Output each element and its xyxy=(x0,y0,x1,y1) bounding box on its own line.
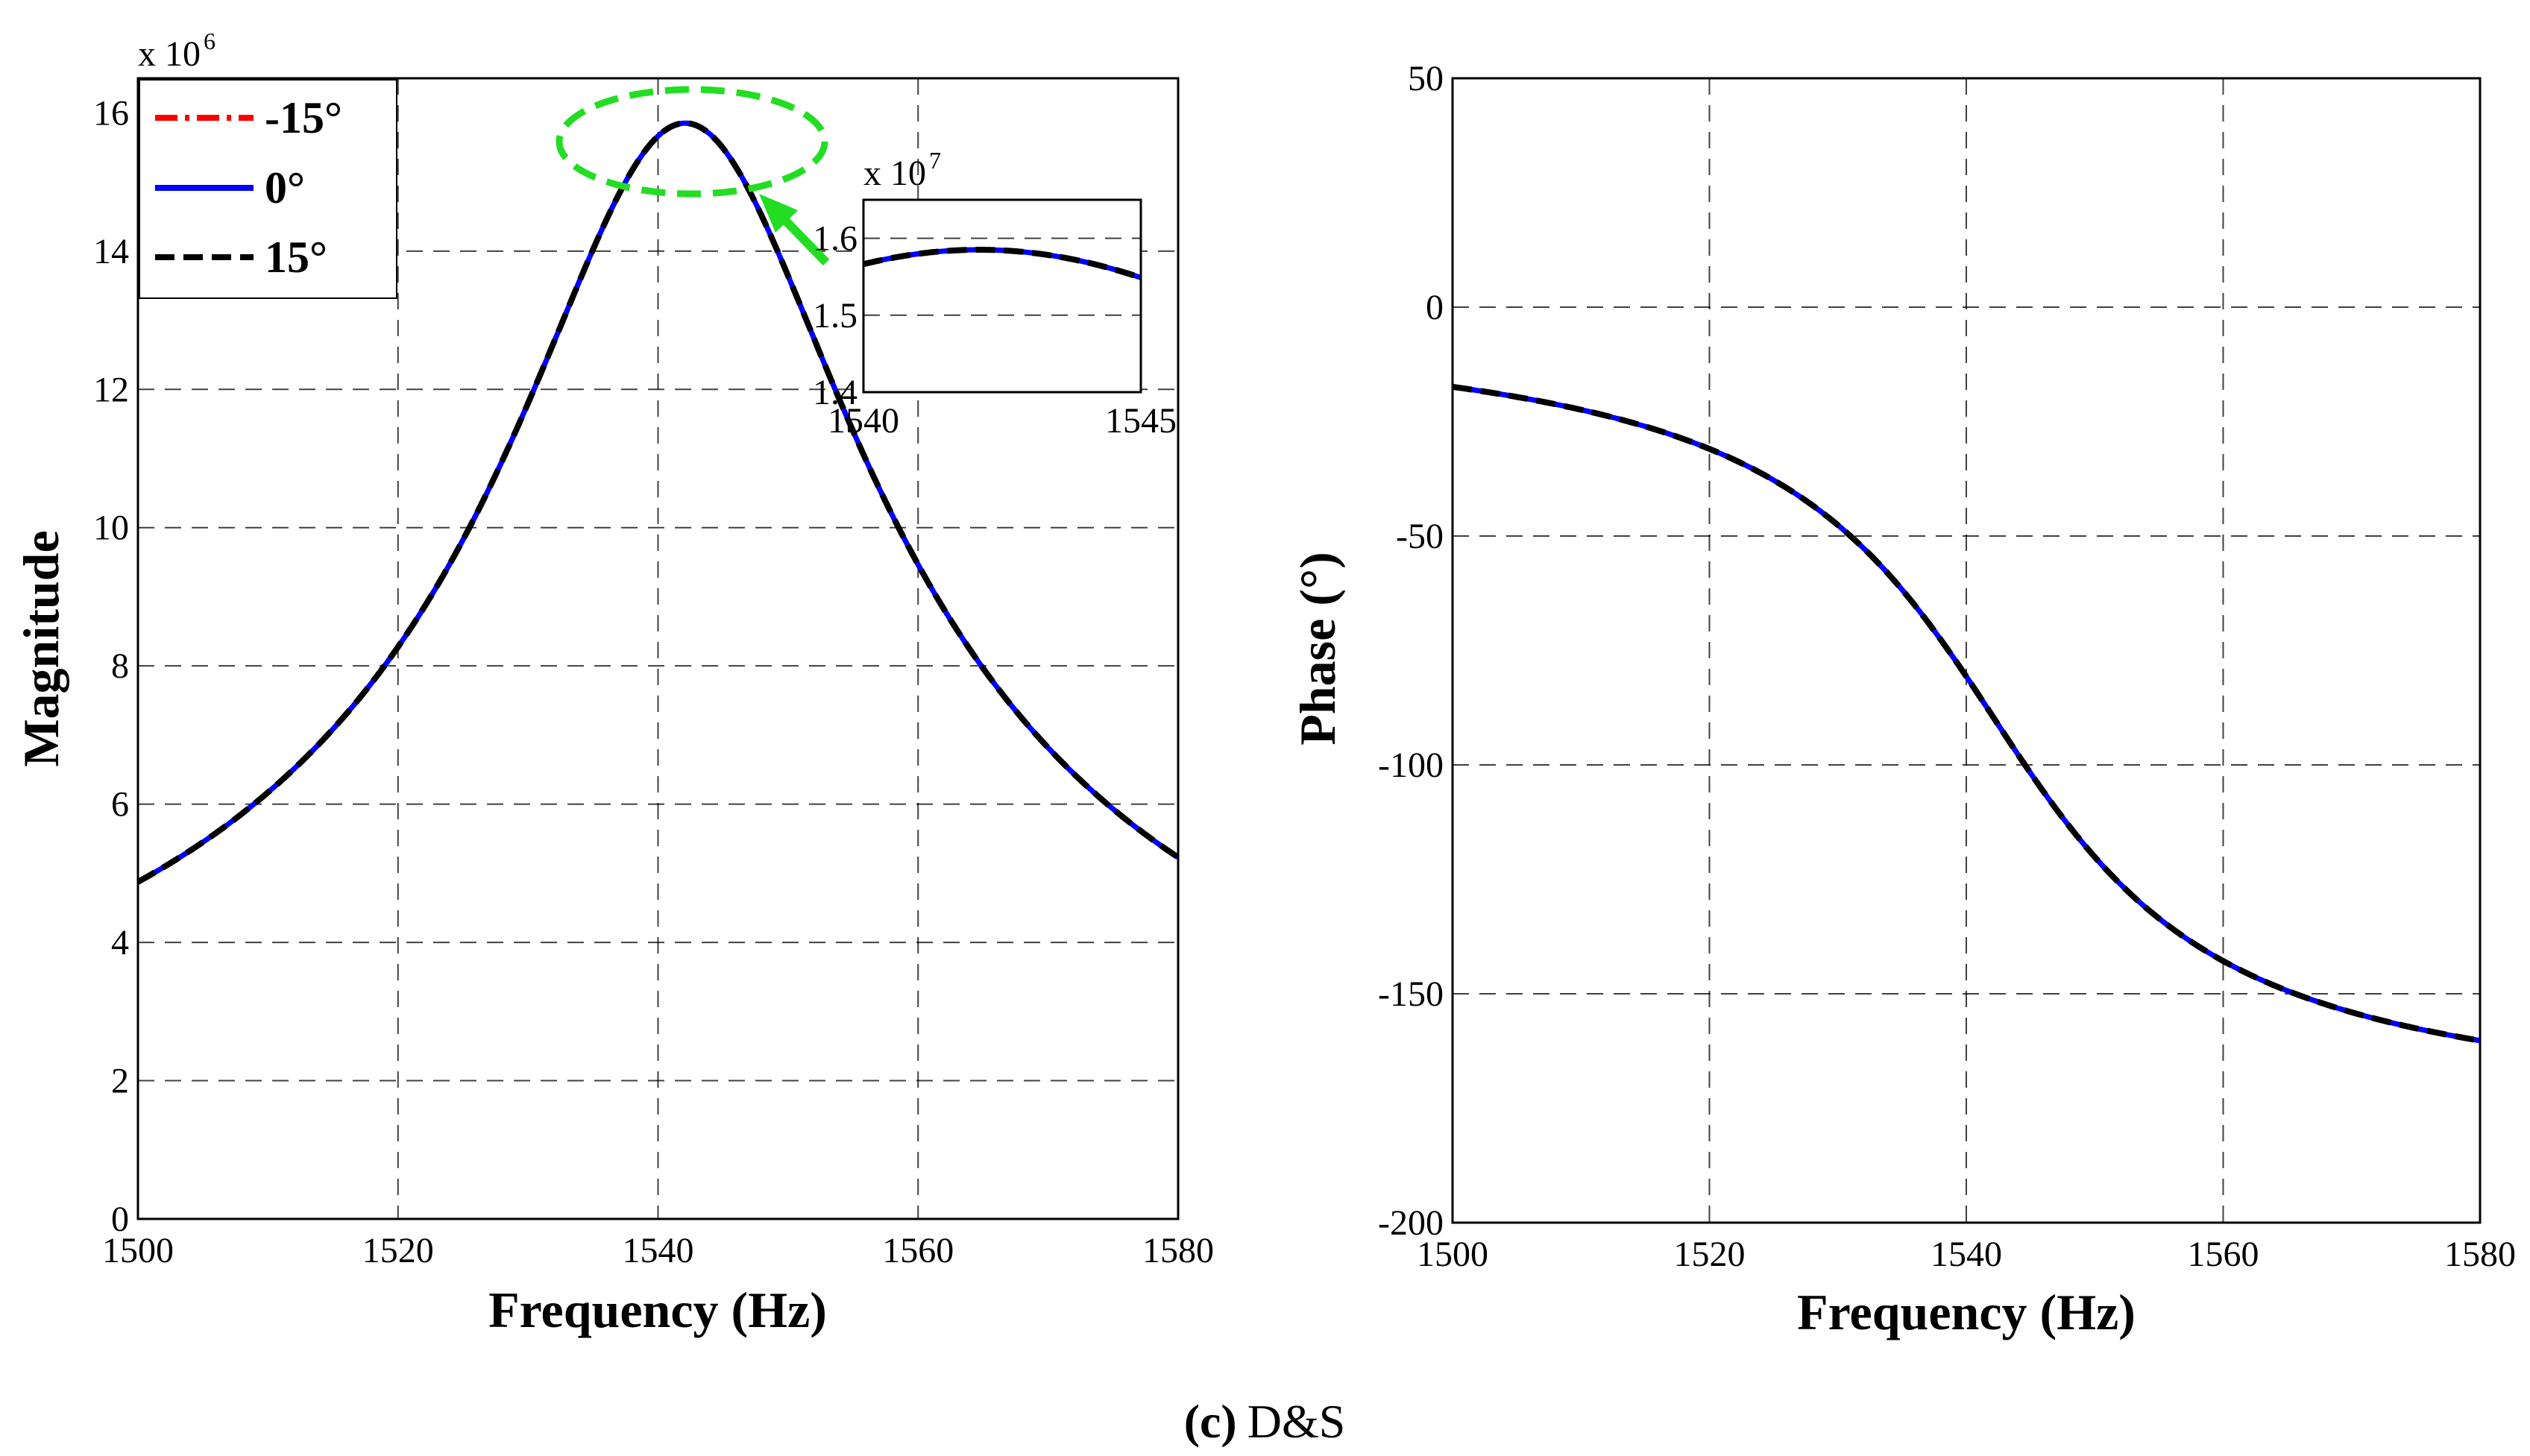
inset-background xyxy=(863,200,1141,392)
magnitude-y-tick-label: 4 xyxy=(111,923,129,962)
magnitude-y-tick-label: 10 xyxy=(93,508,129,548)
phase-x-axis-label: Frequency (Hz) xyxy=(1797,1284,2136,1340)
magnitude-y-tick-label: 14 xyxy=(93,232,129,271)
peak-arrow xyxy=(759,194,830,266)
phase-x-tick-label: 1580 xyxy=(2444,1235,2516,1274)
legend-label-15: 15° xyxy=(265,233,327,282)
inset-ticks: 1.4 1.5 1.6 1540 1545 xyxy=(813,219,1177,441)
peak-highlight-ellipse xyxy=(556,86,828,198)
magnitude-x-tick-label: 1560 xyxy=(882,1231,954,1270)
caption-letter: (c) xyxy=(1184,1395,1237,1448)
magnitude-series-line xyxy=(135,120,1181,885)
magnitude-x-tick-label: 1540 xyxy=(623,1231,694,1270)
phase-y-tick-label: 50 xyxy=(1408,59,1444,98)
magnitude-chart: 1500 1520 1540 1560 1580 0 2 4 6 8 10 12 14 16 Freque… xyxy=(13,28,1214,1338)
phase-y-tick-label: -100 xyxy=(1378,746,1444,785)
magnitude-exponent-base: x 10 xyxy=(138,34,201,74)
phase-y-axis-label: Phase (°) xyxy=(1289,552,1346,745)
phase-y-tick-label: -150 xyxy=(1378,974,1444,1014)
magnitude-y-tick-label: 12 xyxy=(93,370,129,409)
magnitude-plot-frame xyxy=(136,77,1180,1220)
figure-caption: (c) D&S xyxy=(1184,1395,1346,1448)
magnitude-y-tick-label: 0 xyxy=(111,1200,129,1239)
inset-series xyxy=(861,247,1143,281)
phase-y-tick-label: -50 xyxy=(1396,517,1444,556)
inset-series-line xyxy=(861,247,1143,281)
magnitude-x-tick-label: 1580 xyxy=(1142,1231,1214,1270)
inset-y-tick-label: 1.4 xyxy=(813,373,858,412)
inset-x-tick-label: 1545 xyxy=(1105,401,1177,441)
inset-y-tick-label: 1.6 xyxy=(813,219,858,259)
magnitude-y-axis-label: Magnitude xyxy=(13,530,69,766)
magnitude-exponent-label: x 10 6 xyxy=(138,28,215,74)
phase-x-tick-label: 1520 xyxy=(1674,1235,1746,1274)
inset-exponent-label: x 10 7 xyxy=(863,147,941,193)
legend-label-minus15: -15° xyxy=(265,93,342,142)
peak-inset-chart: 1.4 1.5 1.6 1540 1545 x 10 7 xyxy=(813,147,1177,441)
inset-y-tick-label: 1.5 xyxy=(813,296,858,335)
phase-y-tick-label: -200 xyxy=(1378,1203,1444,1243)
phase-series-line xyxy=(1450,383,2483,1044)
magnitude-y-tick-label: 16 xyxy=(93,93,129,133)
inset-exponent-power: 7 xyxy=(929,147,941,174)
phase-series xyxy=(1450,383,2483,1044)
phase-x-tick-label: 1560 xyxy=(2188,1235,2259,1274)
inset-x-tick-label: 1540 xyxy=(828,401,899,441)
legend-label-0: 0° xyxy=(265,163,305,212)
inset-exponent-base: x 10 xyxy=(863,154,926,193)
magnitude-ticks: 1500 1520 1540 1560 1580 0 2 4 6 8 10 12 14 16 xyxy=(93,93,1214,1270)
phase-y-tick-label: 0 xyxy=(1426,288,1444,327)
magnitude-y-tick-label: 8 xyxy=(111,646,129,686)
inset-grid xyxy=(863,237,1141,316)
magnitude-x-tick-label: 1500 xyxy=(102,1231,174,1270)
phase-x-tick-label: 1540 xyxy=(1930,1235,2002,1274)
phase-chart: 1500 1520 1540 1560 1580 -200 -150 -100 -50 0 50 F… xyxy=(1289,59,2516,1340)
magnitude-y-tick-label: 6 xyxy=(111,785,129,825)
inset-frame xyxy=(862,198,1142,394)
phase-ticks: 1500 1520 1540 1560 1580 -200 -150 -100 -50 0 50 xyxy=(1378,59,2516,1274)
magnitude-series xyxy=(135,120,1181,885)
magnitude-x-axis-label: Frequency (Hz) xyxy=(488,1282,827,1338)
phase-grid xyxy=(1453,78,2480,1223)
magnitude-y-tick-label: 2 xyxy=(111,1062,129,1101)
phase-x-tick-label: 1500 xyxy=(1417,1235,1488,1274)
caption-text: D&S xyxy=(1247,1395,1346,1448)
peak-arrow-head xyxy=(759,194,798,233)
magnitude-x-tick-label: 1520 xyxy=(362,1231,434,1270)
phase-plot-frame xyxy=(1451,77,2482,1224)
magnitude-legend: -15° 0° 15° xyxy=(139,79,397,299)
magnitude-exponent-power: 6 xyxy=(204,28,215,54)
